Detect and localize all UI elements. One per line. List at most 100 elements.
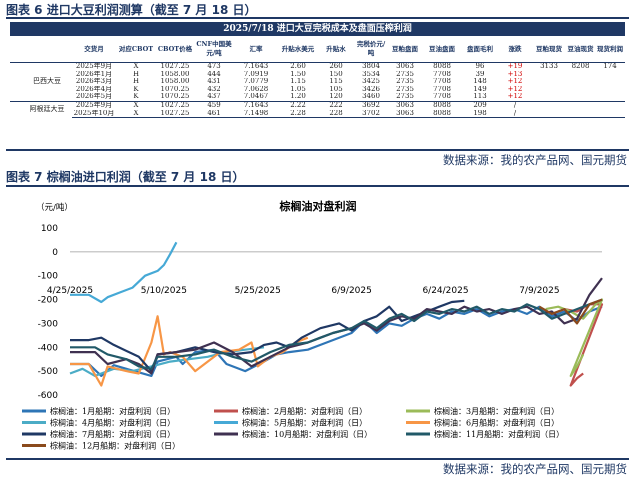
table-row: 2026年5月 K 1070.25 437 7.0467 1.20 120 3460 2735 7… (10, 93, 625, 101)
figure7-source: 数据来源：我的农产品网、国元期货 (443, 462, 627, 476)
series-line (545, 298, 604, 377)
table-cell: 1070.25 (160, 93, 190, 101)
spot-cell: 174 (595, 61, 626, 71)
table-cell: K (133, 85, 139, 93)
spot-cell (595, 109, 626, 119)
table-cell: 7708 (433, 85, 451, 93)
table-cell: 1.15 (290, 78, 306, 86)
table-cell: 228 (318, 109, 354, 119)
spot-cell (566, 78, 595, 86)
table-cell: 113 (473, 93, 487, 101)
figure6-bottom-rule (6, 149, 629, 151)
spot-cell (532, 109, 566, 119)
table-cell: 3702 (354, 109, 388, 119)
table-cell: 7708 (433, 78, 451, 86)
header-cell: 现货利润 (595, 36, 626, 63)
header-cell: 升贴水 (318, 36, 354, 63)
table-cell: 1058.00 (160, 78, 190, 86)
table-cell: 115 (329, 78, 343, 86)
legend: 棕榈油：1月船期：对盘利润（日） 棕榈油：2月船期：对盘利润（日） 棕榈油：3月船期… (22, 406, 564, 451)
table-cell: 3063 (388, 61, 422, 71)
table-cell: 461 (194, 109, 234, 119)
table-cell: 2025年10月 (72, 109, 116, 119)
x-tick-label: 6/9/2025 (331, 286, 371, 296)
header-cell: 豆油现货 (566, 36, 595, 63)
table-cell: 3534 (362, 70, 380, 78)
table-row: 2026年1月 H 1058.00 444 7.0919 1.50 150 3534 2735 7… (10, 71, 625, 79)
table-cell: 3692 (354, 100, 388, 110)
table-row: 巴西大豆 2025年9月 X 1027.25 473 7.1643 2.60 260 3804 3… (10, 61, 626, 102)
table-cell: 7708 (433, 70, 451, 78)
y-axis-label: （元/吨） (36, 202, 73, 213)
spot-cell (566, 109, 595, 119)
table-cell: 260 (318, 61, 354, 71)
table-cell: +12 (507, 93, 523, 101)
table-cell: 2025年9月 (72, 61, 116, 71)
table-cell: 3460 (362, 93, 380, 101)
table-cell: 2735 (396, 70, 414, 78)
table-cell: 1058.00 (160, 70, 190, 78)
table-cell: 222 (318, 100, 354, 110)
spot-cell (532, 78, 566, 86)
table-row: 2026年4月 K 1070.25 432 7.0628 1.05 105 3426 2735 7… (10, 86, 625, 94)
table-cell: 148 (473, 78, 487, 86)
x-tick-label: 4/25/2025 (47, 286, 93, 296)
table-cell: 8088 (422, 100, 462, 110)
table-cell: 1027.25 (156, 109, 194, 119)
header-cell: 完税价元/吨 (354, 36, 388, 63)
y-tick-label: -100 (38, 272, 59, 282)
legend-label: 棕榈油：12月船期：对盘利润（日） (50, 441, 180, 451)
table-cell: 7.0779 (243, 78, 269, 86)
table-header-row: 交货月 对应CBOT CBOT价格 CNF中国美元/吨 汇率 升贴水美元 升贴水 完税价元/吨… (10, 36, 626, 63)
table-cell: 7.0919 (243, 70, 269, 78)
table-cell: 120 (329, 93, 343, 101)
spot-cell (595, 100, 626, 110)
table-cell: 2735 (396, 85, 414, 93)
table-cell: 7708 (433, 93, 451, 101)
y-tick-label: -400 (38, 343, 59, 353)
series-lines (69, 241, 604, 387)
x-tick-label: 5/25/2025 (235, 286, 281, 296)
spot-cell (532, 93, 566, 101)
table-cell: 2.28 (278, 109, 318, 119)
spot-cell (566, 100, 595, 110)
table-cell: 3063 (388, 100, 422, 110)
figure6-title: 图表 6 进口大豆利润测算（截至 7 月 18 日） (6, 3, 257, 17)
spot-cell (566, 86, 595, 94)
y-tick-label: -200 (38, 296, 59, 306)
spot-cell (566, 93, 595, 101)
series-line (70, 277, 603, 375)
table-cell: 2735 (396, 78, 414, 86)
x-tick-label: 6/24/2025 (422, 286, 468, 296)
table-cell: 7.1498 (234, 109, 278, 119)
table-cell: H (132, 70, 140, 78)
table-cell: 7.0628 (243, 85, 269, 93)
spot-cell (566, 71, 595, 79)
table-cell: 1027.25 (156, 61, 194, 71)
table-cell: 459 (194, 100, 234, 110)
chart-title: 棕榈油对盘利润 (279, 199, 357, 213)
series-line (69, 346, 265, 377)
table-cell: 1027.25 (156, 100, 194, 110)
table-title: 2025/7/18 进口大豆完税成本及盘面压榨利润 (10, 22, 626, 36)
header-cell: 升贴水美元 (278, 36, 318, 63)
x-tick-label: 7/9/2025 (519, 286, 559, 296)
series-line (70, 305, 603, 377)
header-origin (10, 36, 72, 63)
table-cell: 150 (329, 70, 343, 78)
table-cell: 2026年4月 (75, 85, 113, 93)
table-row: 2025年10月 X 1027.25 461 7.1498 2.28 228 3702 3063… (10, 109, 626, 119)
table-cell: 1.05 (290, 85, 306, 93)
table-cell: 209 (462, 100, 498, 110)
table-cell: H (132, 78, 140, 86)
legend-label: 棕榈油：7月船期：对盘利润（日） (50, 429, 175, 439)
table-cell: 2026年1月 (75, 70, 113, 78)
legend-label: 棕榈油：5月船期：对盘利润（日） (242, 418, 367, 428)
table-cell: 8088 (422, 109, 462, 119)
spot-cell (595, 78, 625, 86)
legend-label: 棕榈油：1月船期：对盘利润（日） (50, 406, 175, 416)
table-cell: 431 (207, 78, 221, 86)
spot-cell (532, 86, 566, 94)
series-line (70, 241, 178, 304)
header-cell: 对应CBOT (116, 36, 156, 63)
